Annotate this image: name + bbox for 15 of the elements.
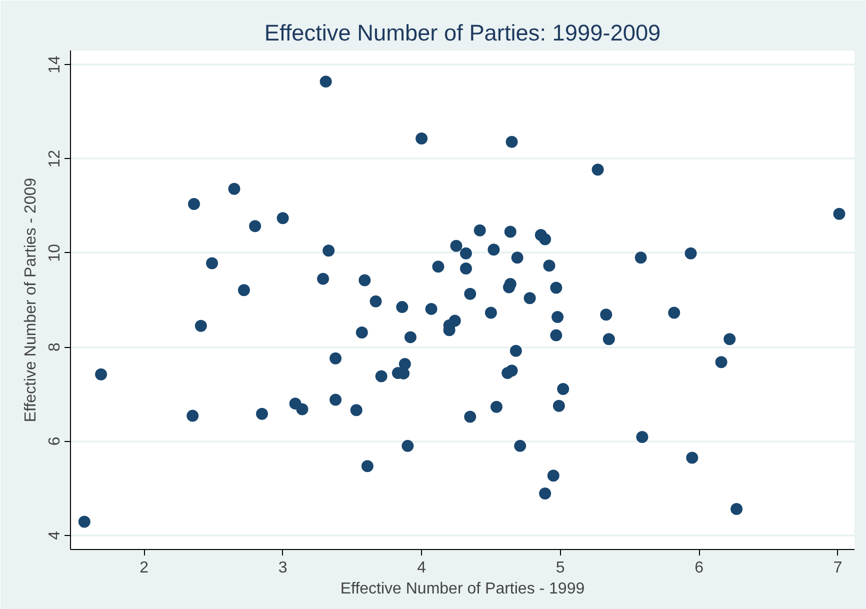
y-tick-label: 4	[46, 530, 64, 540]
x-tick-label: 3	[278, 560, 288, 576]
x-axis-title: Effective Number of Parties - 1999	[340, 580, 585, 598]
y-tick-label: 10	[46, 244, 64, 262]
y-tick-label: 14	[46, 56, 64, 74]
y-tick-label: 8	[46, 342, 64, 352]
y-tick-label: 6	[46, 436, 64, 446]
x-tick-label: 2	[140, 560, 149, 576]
x-tick-label: 5	[556, 560, 565, 576]
y-tick-label: 12	[46, 150, 64, 168]
y-axis-title: Effective Number of Parties - 2009	[22, 178, 40, 422]
chart-title: Effective Number of Parties: 1999-2009	[264, 20, 661, 46]
x-tick-label: 7	[833, 560, 842, 576]
x-tick-label: 4	[417, 560, 426, 576]
x-tick-label: 6	[694, 560, 704, 576]
